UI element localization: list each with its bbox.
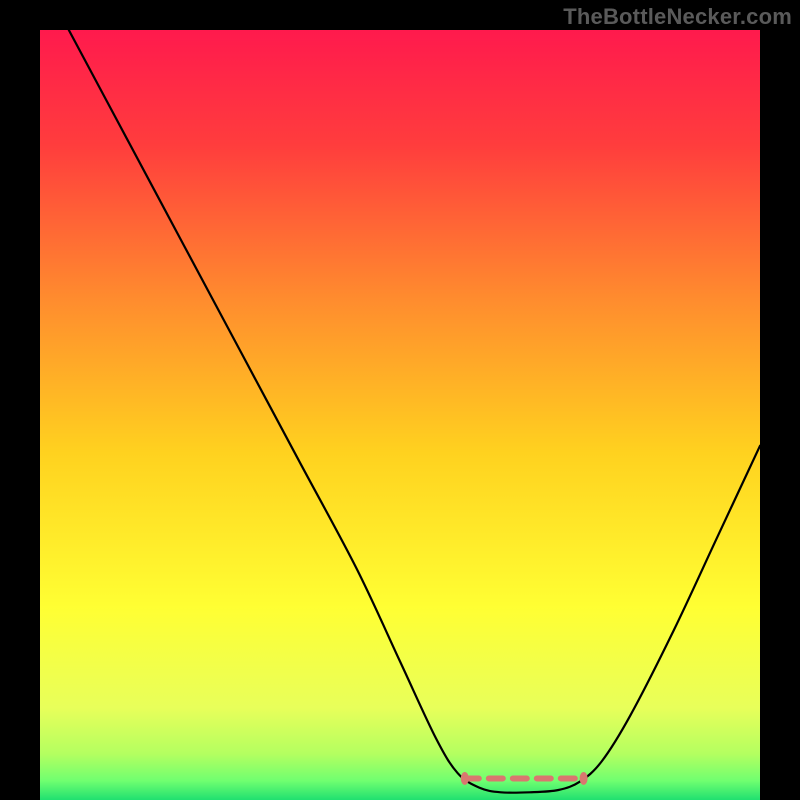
range-end-marker xyxy=(580,772,588,785)
gradient-background xyxy=(40,30,760,800)
range-start-marker xyxy=(461,772,469,785)
watermark-text: TheBottleNecker.com xyxy=(563,4,792,30)
plot-area xyxy=(40,30,760,800)
chart-frame: TheBottleNecker.com xyxy=(0,0,800,800)
plot-svg xyxy=(40,30,760,800)
